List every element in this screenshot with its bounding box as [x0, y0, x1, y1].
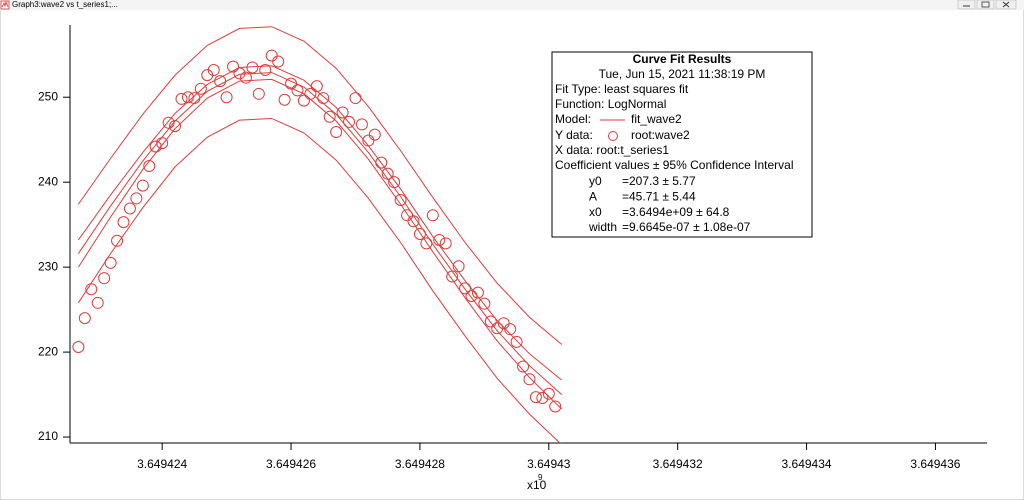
x-tick-label: 3.649426 — [266, 457, 316, 471]
model-label: Model: — [555, 112, 591, 126]
data-point — [220, 91, 233, 104]
data-point — [504, 323, 517, 336]
data-point — [117, 216, 130, 229]
function: Function: LogNormal — [555, 97, 666, 111]
y-data-label: Y data: — [555, 128, 593, 142]
data-point — [536, 391, 549, 404]
y-tick-label: 250 — [38, 89, 58, 103]
maximize-glyph — [981, 1, 990, 8]
coef-name: width — [588, 220, 617, 234]
data-point — [98, 272, 111, 285]
data-point — [272, 55, 285, 68]
data-point — [136, 179, 149, 192]
data-point — [484, 315, 497, 328]
data-point — [239, 71, 252, 84]
coef-name: x0 — [589, 205, 602, 219]
data-point — [459, 282, 472, 295]
data-point — [330, 126, 343, 139]
x-tick-label: 3.64943 — [527, 457, 571, 471]
coef-value: =207.3 ± 5.77 — [622, 174, 696, 188]
window-title: Graph3:wave2 vs t_series1;... — [12, 0, 118, 9]
data-point — [123, 202, 136, 215]
data-point — [297, 94, 310, 107]
plot-area — [72, 26, 563, 443]
data-point — [130, 192, 143, 205]
data-point — [343, 115, 356, 128]
window-icon-glyph — [1, 0, 9, 8]
x-tick-label: 3.649436 — [910, 457, 960, 471]
coef-value: =45.71 ± 5.44 — [622, 189, 696, 203]
data-point — [278, 93, 291, 106]
legend-label: root:wave2 — [631, 128, 690, 142]
window-buttons — [957, 0, 1017, 10]
data-point — [542, 387, 555, 400]
textbox-frame — [551, 51, 813, 238]
x-tick-label: 3.649424 — [137, 457, 187, 471]
fit-line — [77, 26, 563, 345]
data-point — [426, 209, 439, 222]
coef-name: A — [589, 189, 597, 203]
data-point — [175, 92, 188, 105]
fit-results-box: Curve Fit Results Tue, Jun 15, 2021 11:3… — [551, 51, 813, 238]
data-point — [265, 49, 278, 62]
data-point — [194, 82, 207, 95]
x-tick-label: 3.649428 — [395, 457, 445, 471]
minimize-button[interactable] — [957, 0, 976, 10]
data-point — [549, 400, 562, 413]
data-point — [78, 312, 91, 325]
coef-value: =9.6645e-07 ± 1.08e-07 — [622, 220, 751, 234]
data-point — [207, 64, 220, 77]
title-bar — [0, 0, 1024, 10]
data-point — [401, 209, 414, 222]
data-point — [252, 87, 265, 100]
y-tick-label: 240 — [38, 174, 58, 188]
y-tick-label: 210 — [38, 429, 58, 443]
close-glyph — [1002, 1, 1010, 8]
data-point — [227, 60, 240, 73]
data-point — [111, 234, 124, 247]
x-tick-label: 3.649434 — [782, 457, 832, 471]
data-point — [394, 194, 407, 207]
x-axis-exponent: 9 — [538, 473, 543, 482]
data-point — [355, 118, 368, 131]
data-point — [478, 297, 491, 310]
coef-header: Coefficient values ± 95% Confidence Inte… — [555, 158, 794, 172]
data-point — [259, 64, 272, 77]
fit-type: Fit Type: least squares fit — [555, 82, 689, 96]
data-point — [510, 335, 523, 348]
x-data: X data: root:t_series1 — [555, 143, 669, 157]
data-point — [439, 237, 452, 250]
data-point — [517, 360, 530, 373]
data-point — [291, 84, 304, 97]
data-point — [523, 373, 536, 386]
x-tick-label: 3.649432 — [653, 457, 703, 471]
fit-line — [77, 117, 561, 443]
data-point — [529, 391, 542, 404]
data-point — [91, 296, 104, 309]
y-tick-label: 220 — [38, 344, 58, 358]
textbox-title: Curve Fit Results — [633, 52, 732, 66]
fit-line — [77, 78, 563, 410]
data-point — [72, 340, 85, 353]
maximize-button[interactable] — [976, 0, 995, 10]
legend-swatch — [608, 131, 618, 141]
timestamp: Tue, Jun 15, 2021 11:38:19 PM — [599, 67, 766, 81]
fit-line — [77, 65, 563, 381]
y-tick-label: 230 — [38, 259, 58, 273]
legend-label: fit_wave2 — [631, 112, 682, 126]
data-point — [104, 256, 117, 269]
coef-value: =3.6494e+09 ± 64.8 — [622, 205, 730, 219]
data-point — [368, 128, 381, 141]
data-point — [336, 106, 349, 119]
data-point — [323, 110, 336, 123]
coef-name: y0 — [589, 174, 602, 188]
data-point — [471, 286, 484, 299]
data-point — [497, 317, 510, 330]
fit-line — [77, 72, 563, 395]
x-axis-label: x10 — [527, 478, 547, 492]
